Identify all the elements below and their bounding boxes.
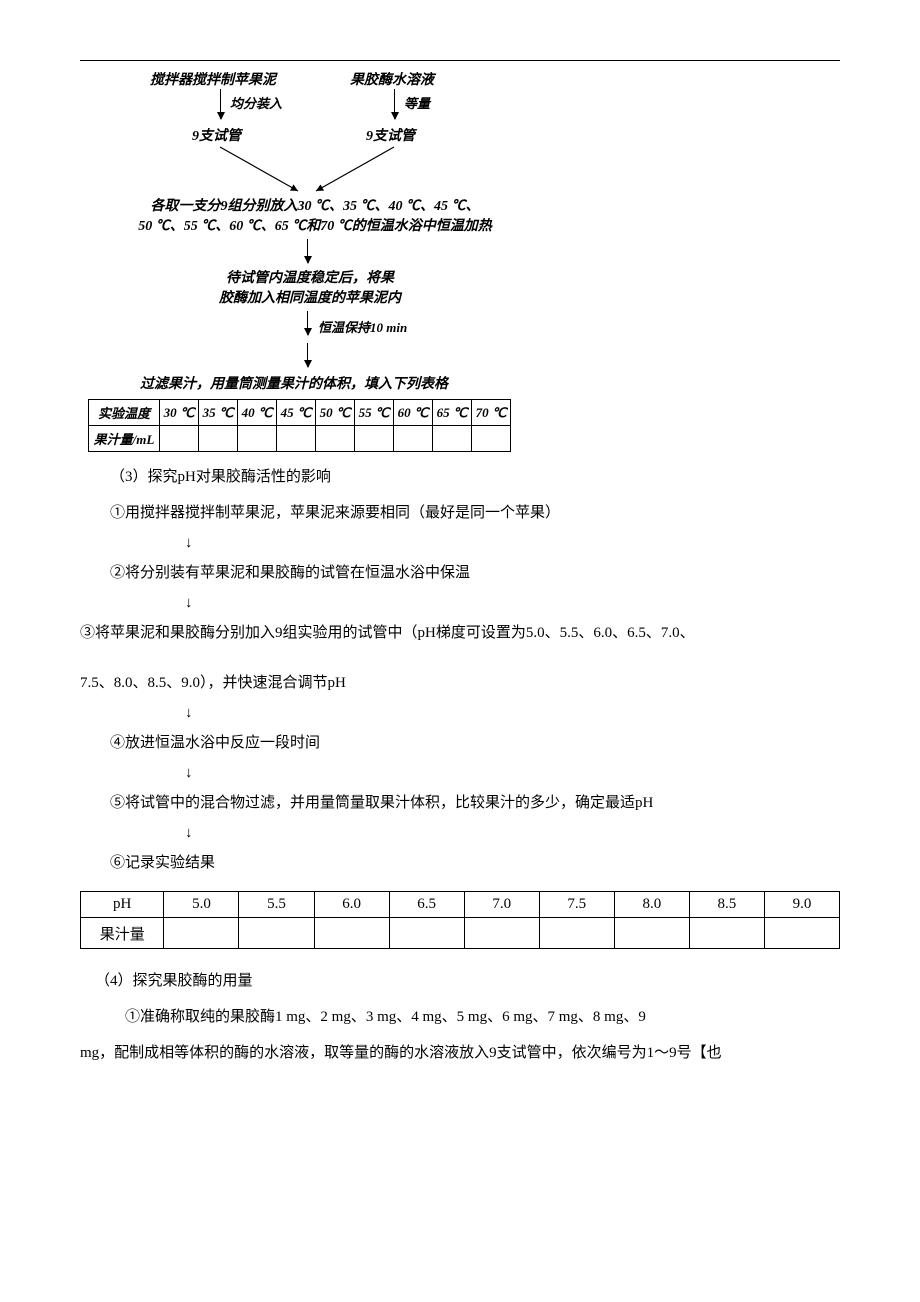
temp-table-label: 果汁量/mL (89, 426, 160, 452)
arrow-icon (307, 311, 308, 335)
section3-step3b: 7.5、8.0、8.5、9.0），并快速混合调节pH (80, 665, 840, 701)
section3-heading: （3）探究pH对果胶酶活性的影响 (80, 459, 840, 495)
section3-step4: ④放进恒温水浴中反应一段时间 (80, 725, 840, 761)
section4-step1b: mg，配制成相等体积的酶的水溶液，取等量的酶的水溶液放入9支试管中，依次编号为1… (80, 1035, 840, 1071)
section-3: （3）探究pH对果胶酶活性的影响 ①用搅拌器搅拌制苹果泥，苹果泥来源要相同（最好… (80, 459, 840, 881)
temp-table-label: 实验温度 (89, 400, 160, 426)
arrow-icon (307, 239, 308, 263)
down-arrow-icon: ↓ (80, 821, 840, 845)
section4-heading: （4）探究果胶酶的用量 (80, 963, 840, 999)
temperature-table: 实验温度 30 ℃ 35 ℃ 40 ℃ 45 ℃ 50 ℃ 55 ℃ 60 ℃ … (88, 399, 511, 452)
section-4: （4）探究果胶酶的用量 ①准确称取纯的果胶酶1 mg、2 mg、3 mg、4 m… (80, 963, 840, 1071)
section3-step6: ⑥记录实验结果 (80, 845, 840, 881)
procedure-flowchart: 搅拌器搅拌制苹果泥 果胶酶水溶液 均分装入 等量 9支试管 9支试管 各取一支分… (80, 69, 840, 459)
down-arrow-icon: ↓ (80, 761, 840, 785)
down-arrow-icon: ↓ (80, 591, 840, 615)
fc-merge-block: 各取一支分9组分别放入30 ℃、35 ℃、40 ℃、45 ℃、 50 ℃、55 … (130, 197, 500, 236)
table-row: 果汁量/mL (89, 426, 511, 452)
table-row: 实验温度 30 ℃ 35 ℃ 40 ℃ 45 ℃ 50 ℃ 55 ℃ 60 ℃ … (89, 400, 511, 426)
section3-step1: ①用搅拌器搅拌制苹果泥，苹果泥来源要相同（最好是同一个苹果） (80, 495, 840, 531)
ph-table-label: 果汁量 (81, 918, 164, 949)
fc-step3: 待试管内温度稳定后，将果 胶酶加入相同温度的苹果泥内 (180, 269, 440, 308)
section3-step5: ⑤将试管中的混合物过滤，并用量筒量取果汁体积，比较果汁的多少，确定最适pH (80, 785, 840, 821)
table-row: 果汁量 (81, 918, 840, 949)
ph-table-label: pH (81, 892, 164, 918)
section4-step1a: ①准确称取纯的果胶酶1 mg、2 mg、3 mg、4 mg、5 mg、6 mg、… (80, 999, 840, 1035)
arrow-icon (307, 343, 308, 367)
merge-arrows-icon (80, 69, 580, 269)
fc-filter-line: 过滤果汁，用量筒测量果汁的体积，填入下列表格 (140, 373, 448, 393)
down-arrow-icon: ↓ (80, 531, 840, 555)
ph-table: pH 5.0 5.5 6.0 6.5 7.0 7.5 8.0 8.5 9.0 果… (80, 891, 840, 949)
down-arrow-icon: ↓ (80, 701, 840, 725)
fc-step4-label: 恒温保持10 min (318, 317, 407, 336)
section3-step3a: ③将苹果泥和果胶酶分别加入9组实验用的试管中（pH梯度可设置为5.0、5.5、6… (80, 615, 840, 651)
table-row: pH 5.0 5.5 6.0 6.5 7.0 7.5 8.0 8.5 9.0 (81, 892, 840, 918)
section3-step2: ②将分别装有苹果泥和果胶酶的试管在恒温水浴中保温 (80, 555, 840, 591)
